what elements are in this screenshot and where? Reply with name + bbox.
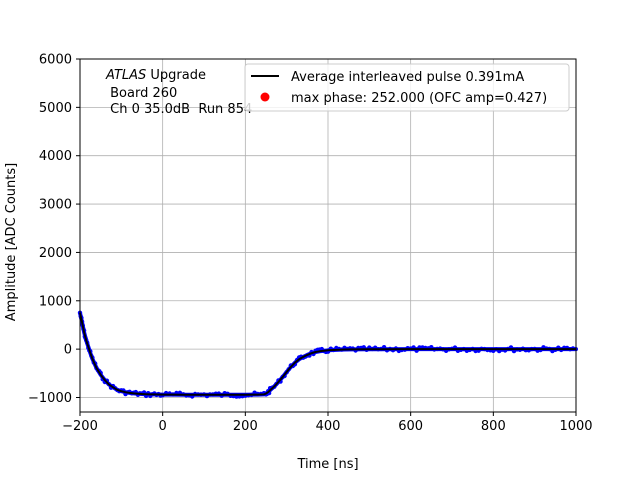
annotation-line-2: Board 260	[106, 86, 177, 101]
legend-marker-swatch	[260, 92, 270, 102]
x-tick-label: 1000	[559, 419, 592, 434]
legend: Average interleaved pulse 0.391mA max ph…	[244, 63, 570, 112]
y-tick-label: 1000	[39, 294, 72, 309]
y-tick-label: 2000	[39, 246, 72, 261]
legend-entry-average-pulse: Average interleaved pulse 0.391mA	[291, 70, 524, 85]
x-tick-label: −200	[62, 419, 98, 434]
x-tick-label: 600	[398, 419, 423, 434]
annotation-atlas: ATLAS	[105, 68, 146, 83]
x-axis-label: Time [ns]	[296, 457, 358, 472]
y-tick-label: 4000	[39, 149, 72, 164]
annotation-upgrade: Upgrade	[146, 68, 206, 83]
y-tick-label: 3000	[39, 198, 72, 213]
y-tick-label: 6000	[39, 53, 72, 68]
annotation-line-1: ATLAS Upgrade	[105, 68, 206, 83]
y-tick-label: 5000	[39, 101, 72, 116]
plot-data	[77, 310, 578, 399]
average-pulse-line	[79, 312, 576, 396]
y-axis-label: Amplitude [ADC Counts]	[4, 163, 19, 321]
legend-entry-max-phase: max phase: 252.000 (OFC amp=0.427)	[291, 91, 547, 106]
x-tick-label: 0	[159, 419, 167, 434]
axis-ticks: −200 0 200 400 600 800 1000 −1000 0 1000 2000 3000 4…	[28, 53, 593, 435]
x-tick-label: 400	[316, 419, 341, 434]
y-tick-label: 0	[64, 343, 72, 358]
y-tick-label: −1000	[28, 391, 72, 406]
x-tick-label: 200	[233, 419, 258, 434]
annotation-block: ATLAS Upgrade Board 260 Ch 0 35.0dB Run …	[105, 68, 252, 117]
x-tick-label: 800	[481, 419, 506, 434]
annotation-line-3: Ch 0 35.0dB Run 854	[106, 102, 252, 117]
legend-box	[244, 63, 570, 112]
